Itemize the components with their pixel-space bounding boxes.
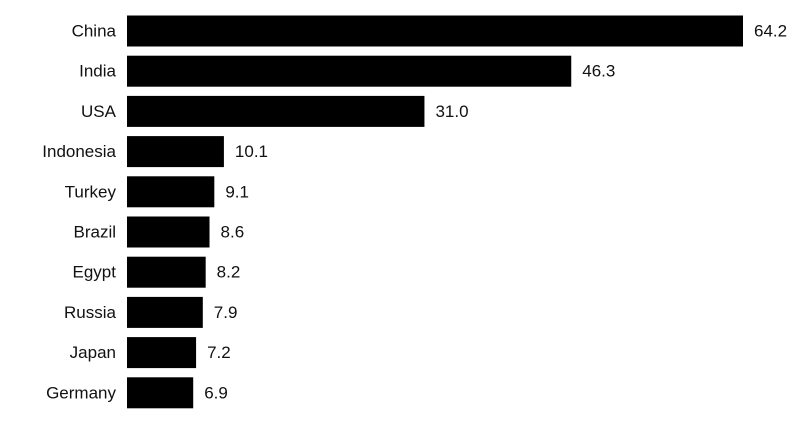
category-label: India <box>79 62 116 81</box>
bar <box>127 256 206 288</box>
category-label: Japan <box>70 343 116 362</box>
category-label: Egypt <box>73 263 117 282</box>
value-label: 6.9 <box>204 383 228 402</box>
value-label: 8.2 <box>217 263 241 282</box>
bar <box>127 176 215 208</box>
value-label: 7.2 <box>207 343 231 362</box>
bar <box>127 296 203 328</box>
category-label: Germany <box>46 383 116 402</box>
value-label: 8.6 <box>221 222 245 241</box>
category-label: Brazil <box>73 222 116 241</box>
bar <box>127 55 572 87</box>
category-label: Russia <box>64 303 117 322</box>
value-label: 46.3 <box>582 62 615 81</box>
category-label: Indonesia <box>42 142 116 161</box>
bar <box>127 337 197 369</box>
category-label: China <box>72 21 117 40</box>
bar <box>127 377 194 409</box>
bar <box>127 216 210 248</box>
bar <box>127 136 224 168</box>
value-label: 9.1 <box>225 182 249 201</box>
value-label: 7.9 <box>214 303 238 322</box>
category-label: USA <box>81 102 117 121</box>
bar <box>127 95 425 127</box>
value-label: 64.2 <box>754 21 787 40</box>
bar <box>127 15 743 47</box>
category-label: Turkey <box>65 182 117 201</box>
value-label: 10.1 <box>235 142 268 161</box>
value-label: 31.0 <box>435 102 468 121</box>
